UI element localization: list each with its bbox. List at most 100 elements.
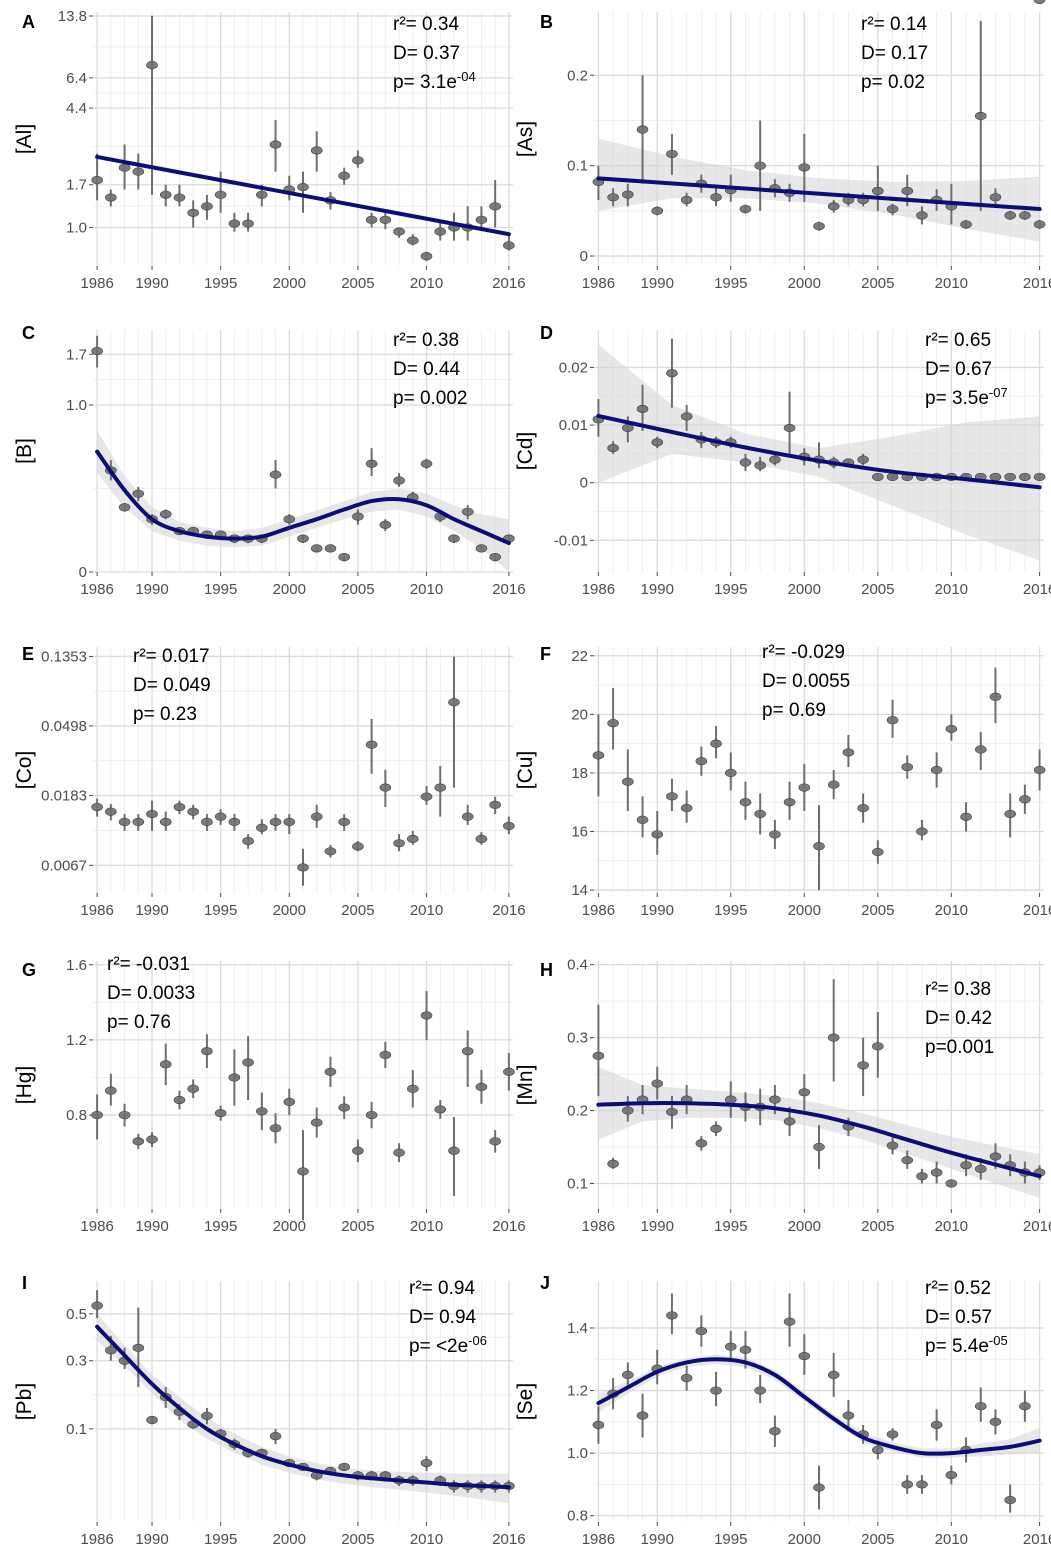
data-point — [338, 817, 350, 827]
x-tick-label: 1986 — [80, 275, 113, 292]
y-tick-label: 0.5 — [66, 1306, 87, 1323]
y-tick-label: 0 — [580, 248, 588, 265]
data-point — [132, 167, 145, 176]
data-point — [489, 1137, 501, 1146]
data-point — [651, 830, 664, 839]
x-tick-label: 1995 — [714, 1531, 747, 1548]
data-point — [201, 817, 213, 827]
data-point — [680, 412, 693, 421]
data-point — [989, 692, 1002, 701]
stat-annotation: p= 0.76 — [107, 1012, 171, 1033]
data-point — [666, 149, 678, 159]
x-tick-label: 2010 — [410, 275, 443, 292]
x-tick-label: 1995 — [714, 275, 747, 292]
data-point — [91, 176, 103, 185]
data-point — [989, 1152, 1002, 1161]
data-point — [489, 800, 501, 809]
x-tick-label: 1990 — [135, 1218, 168, 1235]
data-point — [842, 1411, 855, 1420]
stat-annotation: D= 0.37 — [393, 43, 460, 64]
y-tick-label: 0.0067 — [41, 857, 87, 874]
data-point — [901, 186, 914, 196]
panel-g: 0.8 1.2 1.6 1986 1990 1995 2000 2005 2010 2016 [Hg… — [13, 954, 526, 1235]
data-point — [132, 817, 145, 827]
y-tick-label: 1.2 — [567, 1383, 588, 1400]
data-point — [201, 202, 213, 211]
x-tick-label: 2016 — [1023, 1218, 1051, 1235]
data-point — [434, 783, 447, 792]
data-point — [886, 716, 899, 725]
data-point — [407, 1084, 419, 1093]
data-point — [1004, 211, 1016, 220]
data-point — [695, 757, 708, 766]
data-point — [132, 489, 145, 498]
data-point — [651, 438, 664, 447]
y-tick-label: 1.4 — [567, 1320, 588, 1337]
data-point — [310, 812, 323, 821]
data-point — [1033, 220, 1046, 229]
data-point — [974, 1402, 987, 1411]
data-point — [930, 1420, 943, 1430]
x-tick-label: 2016 — [1023, 275, 1051, 292]
data-point — [407, 236, 419, 245]
data-point — [1033, 472, 1046, 482]
data-point — [1019, 472, 1031, 482]
x-tick-label: 2000 — [788, 1218, 821, 1235]
x-tick-label: 2005 — [341, 902, 374, 919]
y-tick-label: 22 — [571, 648, 588, 665]
x-tick-label: 2010 — [935, 275, 968, 292]
data-point — [269, 140, 282, 149]
data-point — [503, 241, 515, 250]
y-tick-label: 1.0 — [66, 219, 87, 236]
data-point — [916, 827, 928, 836]
data-point — [783, 1117, 796, 1126]
x-tick-label: 2016 — [492, 581, 525, 598]
data-point — [813, 222, 825, 231]
data-point — [695, 1139, 708, 1148]
panel-j: 0.81.01.21.41986199019952000200520102016… — [514, 0, 1051, 1548]
data-point — [269, 1124, 282, 1133]
data-point — [872, 1042, 884, 1051]
stat-annotation: p= 5.4e-05 — [925, 1333, 1008, 1357]
x-tick-label: 1986 — [582, 581, 615, 598]
y-tick-label: 0.2 — [567, 1103, 588, 1120]
data-point — [769, 830, 781, 839]
data-point — [636, 125, 649, 134]
data-point — [1004, 472, 1016, 482]
data-point — [283, 1097, 296, 1107]
x-tick-label: 1995 — [204, 581, 237, 598]
x-tick-label: 1995 — [714, 581, 747, 598]
data-point — [754, 809, 766, 819]
y-axis-label: [Al] — [13, 124, 36, 154]
x-tick-label: 1986 — [80, 902, 113, 919]
x-tick-label: 1995 — [204, 902, 237, 919]
panel-b: 0 0.1 0.2 1986 1990 1995 2000 2005 2010 2016 [As] B… — [514, 12, 1051, 292]
data-point — [228, 817, 241, 827]
x-tick-label: 1986 — [80, 581, 113, 598]
data-point — [783, 423, 796, 433]
data-point — [228, 219, 241, 228]
data-point — [622, 1370, 634, 1379]
y-tick-label: 13.8 — [58, 8, 87, 25]
data-point — [666, 1107, 678, 1117]
x-tick-label: 2005 — [341, 581, 374, 598]
data-point — [622, 190, 634, 199]
stat-annotation: D= 0.17 — [861, 43, 928, 64]
data-point — [960, 220, 972, 229]
y-axis-label: [Pb] — [13, 1383, 36, 1420]
y-tick-label: 14 — [571, 882, 588, 899]
y-axis-label: [As] — [514, 121, 537, 157]
x-tick-label: 1990 — [641, 581, 674, 598]
data-point — [379, 520, 392, 529]
panel-label: I — [22, 1273, 27, 1293]
data-point — [146, 1415, 158, 1425]
data-point — [283, 817, 296, 827]
y-tick-label: 1.2 — [66, 1032, 87, 1049]
data-point — [886, 204, 899, 214]
x-tick-label: 1990 — [135, 902, 168, 919]
stat-annotation: p= <2e-06 — [409, 1333, 487, 1357]
data-point — [393, 1148, 405, 1157]
data-point — [739, 204, 752, 214]
data-point — [930, 1168, 943, 1177]
data-point — [420, 252, 433, 261]
